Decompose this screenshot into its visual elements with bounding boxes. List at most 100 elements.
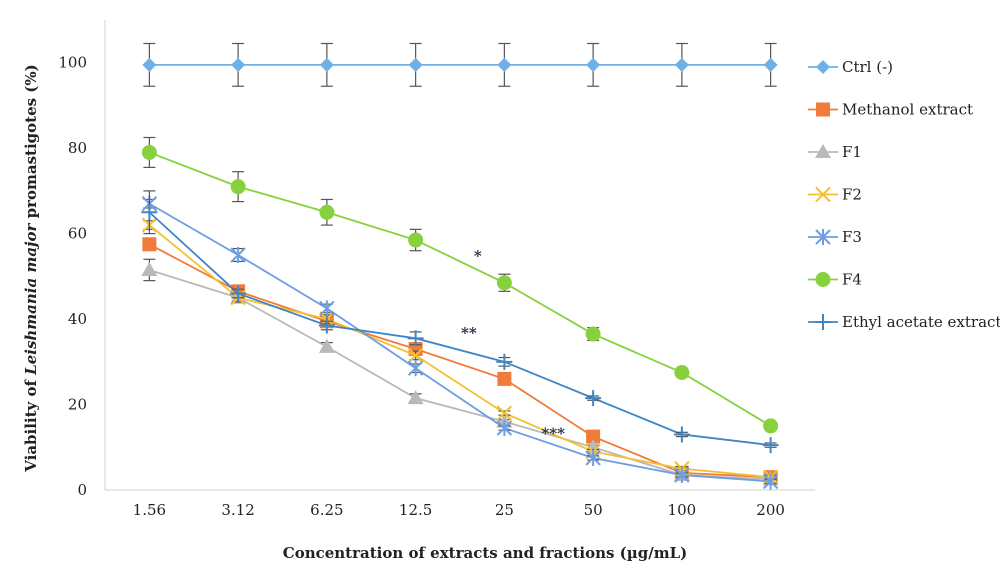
series-line: [149, 269, 771, 481]
legend-marker: [815, 144, 831, 158]
x-tick-label: 12.5: [399, 501, 432, 519]
data-point: [319, 57, 334, 72]
legend-item: F1: [808, 143, 862, 161]
data-point: [586, 429, 601, 444]
data-point: [585, 326, 601, 342]
series-line: [148, 202, 771, 483]
legend-item: Methanol extract: [808, 101, 973, 119]
x-axis-title: Concentration of extracts and fractions …: [283, 544, 688, 562]
data-point: [142, 57, 157, 72]
data-point: [319, 204, 335, 220]
series-f3: [141, 195, 779, 490]
series-line: [148, 224, 771, 479]
data-point: [141, 204, 158, 221]
data-point: [496, 353, 513, 370]
data-point: [762, 437, 779, 454]
series-methanol-extract: [142, 237, 778, 485]
data-point: [496, 275, 512, 291]
marker-stroke: [762, 473, 779, 490]
marker-stroke: [407, 347, 424, 364]
legend-label: F2: [842, 186, 862, 204]
axes: [104, 20, 815, 491]
legend-marker: [815, 272, 831, 287]
y-tick-label: 80: [68, 139, 87, 157]
y-tick-label: 0: [77, 481, 87, 499]
marker-stroke: [496, 353, 513, 370]
marker-stroke: [407, 330, 424, 347]
legend-item: Ctrl (-): [808, 58, 893, 76]
data-point: [319, 300, 335, 317]
legend-label: Ctrl (-): [842, 58, 893, 76]
x-tick-label: 6.25: [310, 501, 343, 519]
data-point: [230, 285, 247, 302]
data-point: [408, 57, 423, 72]
y-tick-labels: 0 20 40 60 80 100: [58, 54, 87, 499]
data-point: [407, 360, 424, 377]
data-point: [763, 57, 778, 72]
marker-stroke: [815, 229, 831, 245]
marker-stroke: [319, 300, 335, 317]
data-point: [674, 467, 690, 484]
y-axis-title-suffix: promastigotes (%): [22, 64, 40, 223]
legend-item: F2: [808, 186, 862, 204]
y-tick-label: 40: [68, 310, 87, 328]
data-point: [141, 261, 158, 276]
data-point: [497, 57, 512, 72]
data-point: [496, 420, 513, 437]
y-axis-title-italic: Leishmania major: [22, 223, 40, 376]
marker-stroke: [141, 204, 158, 221]
significance-annotations: ******: [461, 247, 565, 442]
legend-marker: [816, 102, 830, 117]
data-point: [762, 473, 779, 490]
x-tick-label: 100: [668, 501, 697, 519]
data-point: [231, 57, 246, 72]
marker-stroke: [815, 314, 831, 330]
x-tick-label: 1.56: [133, 501, 166, 519]
legend-label: Ethyl acetate extract: [842, 313, 1000, 331]
legend-label: F4: [842, 271, 862, 289]
data-point: [497, 371, 512, 386]
legend-marker: [815, 186, 831, 203]
marker-stroke: [318, 317, 335, 334]
data-point: [230, 247, 246, 263]
series-line: [149, 151, 772, 427]
legend-marker: [816, 60, 830, 74]
data-point: [586, 57, 601, 72]
x-tick-label: 3.12: [221, 501, 254, 519]
data-point: [585, 390, 602, 407]
legend-marker: [815, 229, 831, 245]
series-line: [148, 243, 771, 479]
data-point: [408, 232, 424, 248]
x-tick-labels: 1.56 3.12 6.25 12.5 25 50 100 200: [133, 501, 785, 519]
series-group: [141, 42, 779, 490]
marker-stroke: [585, 449, 601, 466]
legend-item: F3: [808, 228, 862, 246]
data-point: [230, 179, 246, 195]
marker-stroke: [673, 426, 690, 443]
x-tick-label: 50: [584, 501, 603, 519]
legend-label: F1: [842, 143, 862, 161]
marker-stroke: [762, 437, 779, 454]
marker-stroke: [496, 420, 513, 437]
series-f4: [141, 136, 779, 434]
data-point: [496, 405, 513, 421]
data-point: [674, 365, 690, 380]
y-axis-title-prefix: Viability of: [22, 375, 40, 473]
significance-label: *: [474, 247, 482, 265]
legend-label: Methanol extract: [842, 101, 973, 119]
marker-stroke: [674, 467, 690, 484]
data-point: [142, 237, 157, 252]
y-tick-label: 60: [68, 225, 87, 243]
y-tick-label: 20: [68, 396, 87, 414]
data-point: [763, 418, 779, 434]
y-tick-label: 100: [58, 54, 87, 72]
legend-item: F4: [808, 271, 862, 289]
legend-label: F3: [842, 228, 862, 246]
data-point: [318, 317, 335, 334]
marker-stroke: [815, 186, 831, 203]
significance-label: ***: [541, 424, 565, 442]
data-point: [318, 338, 335, 353]
y-axis-title: Viability of Leishmania major promastigo…: [22, 64, 40, 473]
